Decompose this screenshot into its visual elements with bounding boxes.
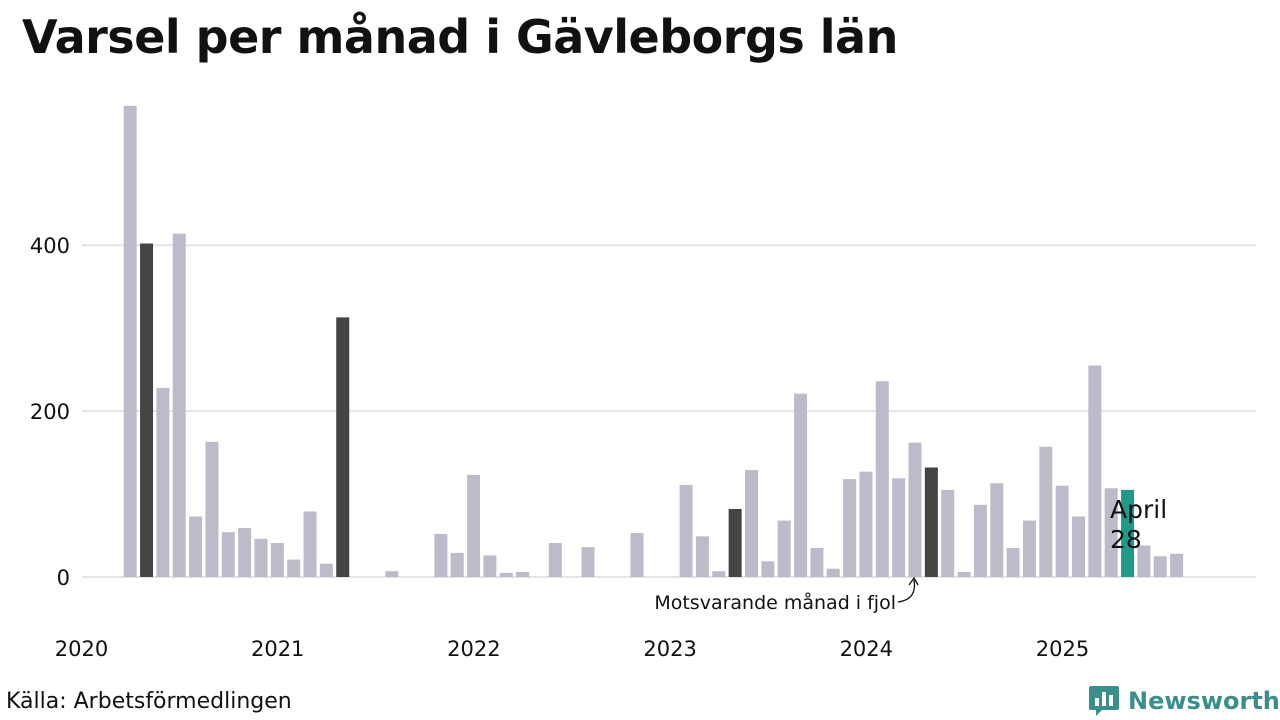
x-tick-label: 2020 (55, 637, 108, 661)
bar (990, 483, 1004, 577)
bar (516, 572, 530, 577)
bar (467, 474, 481, 577)
annotations: April 28 Motsvarande månad i fjol (654, 495, 1167, 614)
bar (1153, 556, 1167, 577)
bar (957, 572, 971, 577)
bar (875, 381, 889, 577)
bar (450, 552, 464, 577)
bar (908, 442, 922, 577)
x-tick-label: 2021 (251, 637, 304, 661)
bar (483, 555, 497, 577)
chart-title: Varsel per månad i Gävleborgs län (22, 10, 898, 64)
bar (1055, 485, 1069, 577)
bar (695, 536, 709, 577)
bar (270, 542, 284, 577)
x-axis-ticks: 2020 2021 2022 2023 2024 2025 (55, 637, 1089, 661)
bar (434, 533, 448, 577)
bar (172, 233, 186, 577)
bar-same-month-last-year (140, 243, 154, 578)
brand-logo: Newsworthy (1088, 684, 1280, 718)
bars (123, 105, 1184, 578)
bar (156, 387, 170, 577)
bar (745, 469, 758, 577)
bar (1022, 520, 1036, 577)
bar (810, 547, 824, 577)
y-axis-ticks: 0 200 400 (30, 234, 70, 590)
bar (287, 559, 301, 577)
y-tick-label: 200 (30, 400, 70, 424)
bar (630, 533, 644, 577)
bar (1039, 446, 1053, 577)
bar (892, 478, 906, 577)
bar (189, 516, 203, 577)
same-month-arrowhead (908, 576, 919, 586)
bar (679, 484, 693, 577)
bar (499, 572, 513, 577)
bar (1170, 553, 1184, 577)
bar (777, 520, 791, 577)
x-tick-label: 2022 (447, 637, 500, 661)
bar-same-month-last-year (924, 467, 938, 577)
bar (712, 571, 726, 577)
bar-chart: 0 200 400 2020 2021 2022 2023 2024 2025 April 2… (30, 105, 1256, 661)
bar (794, 393, 808, 577)
x-tick-label: 2023 (643, 637, 696, 661)
current-month-label: April (1110, 495, 1167, 524)
bar-chart-bubble-icon (1089, 686, 1119, 716)
bar (859, 471, 873, 577)
bar-current-month (1121, 489, 1135, 577)
bar (385, 571, 399, 577)
current-month-value: 28 (1110, 525, 1142, 554)
x-tick-label: 2025 (1036, 637, 1089, 661)
bar (123, 105, 137, 577)
bar (254, 538, 268, 577)
bar (1088, 365, 1102, 577)
bar (973, 504, 987, 577)
source-note: Källa: Arbetsförmedlingen (6, 689, 292, 714)
bar (1072, 516, 1085, 577)
brand-name: Newsworthy (1128, 687, 1280, 715)
bar (238, 528, 252, 577)
bar-same-month-last-year (336, 317, 350, 577)
x-tick-label: 2024 (840, 637, 893, 661)
bar-same-month-last-year (728, 508, 742, 577)
bar (548, 542, 562, 577)
bar (941, 489, 955, 577)
bar (843, 479, 857, 577)
bar (1006, 547, 1020, 577)
bar (1104, 488, 1118, 577)
y-tick-label: 0 (57, 566, 70, 590)
bar (205, 441, 219, 577)
bar (303, 511, 317, 577)
bar (221, 532, 235, 577)
same-month-note: Motsvarande månad i fjol (654, 591, 896, 614)
bar (1137, 545, 1151, 577)
same-month-arrow (897, 579, 916, 603)
bar (581, 547, 595, 577)
bar (319, 563, 333, 577)
bar (826, 568, 840, 577)
y-tick-label: 400 (30, 234, 70, 258)
bar (761, 561, 775, 577)
